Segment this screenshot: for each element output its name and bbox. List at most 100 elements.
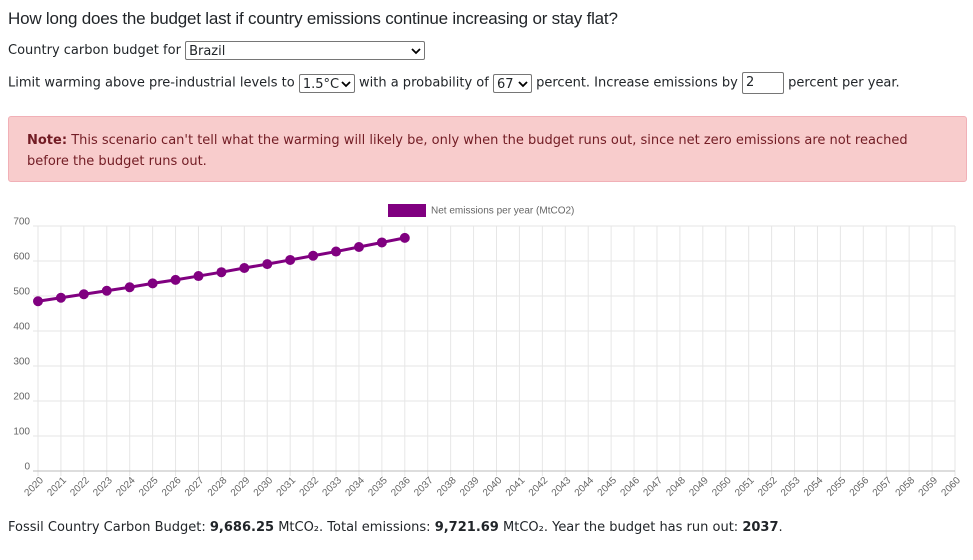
- x-tick-label: 2042: [527, 475, 551, 499]
- note-label: Note:: [27, 133, 68, 148]
- label: .: [778, 520, 783, 535]
- value: 2: [745, 75, 755, 90]
- point: [331, 246, 342, 257]
- x-tick-label: 2028: [206, 475, 230, 499]
- chevron: [341, 80, 351, 87]
- point: [170, 274, 181, 285]
- y-tick-label: 400: [13, 322, 30, 333]
- point: [376, 237, 387, 248]
- x-tick-label: 2055: [825, 475, 849, 499]
- y-tick-label: 300: [13, 357, 30, 368]
- label: Country carbon budget for: [8, 43, 181, 58]
- probability-select[interactable]: 67: [492, 73, 532, 93]
- x-tick-label: 2051: [733, 475, 757, 499]
- point: [124, 282, 135, 293]
- point: [262, 259, 273, 270]
- x-tick-label: 2056: [848, 475, 872, 499]
- x-tick-label: 2048: [664, 475, 688, 499]
- x-tick-label: 2044: [573, 475, 597, 499]
- x-tick-label: 2058: [894, 475, 918, 499]
- x-tick-label: 2047: [641, 475, 665, 499]
- title: How long does the budget last if country…: [8, 9, 618, 28]
- x-tick-label: 2038: [435, 475, 459, 499]
- point: [285, 254, 296, 265]
- x-tick-label: 2050: [710, 475, 734, 499]
- y-tick-label: 600: [13, 252, 30, 263]
- y-tick-label: 500: [13, 287, 30, 298]
- x-tick-label: 2027: [183, 475, 207, 499]
- x-tick-label: 2024: [114, 475, 138, 499]
- summary: Fossil Country Carbon Budget: 9,686.25 M…: [8, 520, 783, 535]
- x-tick-label: 2043: [550, 475, 574, 499]
- x-tick-label: 2034: [343, 475, 367, 499]
- point: [193, 271, 204, 282]
- warming-row: Limit warming above pre-industrial level…: [8, 72, 900, 94]
- point: [353, 242, 364, 252]
- value: 1.5°C: [302, 76, 340, 92]
- x-tick-label: 2060: [939, 475, 963, 499]
- x-tick-label: 2049: [687, 475, 711, 499]
- label: percent. Increase emissions by: [536, 75, 738, 91]
- x-tick-label: 2032: [298, 475, 322, 499]
- x-tick-label: 2021: [45, 475, 69, 499]
- legend-swatch: [388, 204, 426, 217]
- x-tick-label: 2053: [779, 475, 803, 499]
- label: MtCO₂. Total emissions:: [278, 520, 431, 535]
- budget: 9,686.25: [209, 520, 275, 535]
- x-tick-label: 2023: [91, 475, 115, 499]
- label: Limit warming above pre-industrial level…: [8, 75, 295, 91]
- legend-label: Net emissions per year (MtCO2): [431, 206, 574, 217]
- note: Note: This scenario can't tell what the …: [8, 116, 967, 182]
- y-tick-label: 0: [24, 462, 30, 473]
- x-tick-label: 2026: [160, 475, 184, 499]
- country-row: Country carbon budget for Brazil: [8, 41, 426, 60]
- x-tick-label: 2040: [481, 475, 505, 499]
- point: [78, 289, 89, 300]
- x-tick-label: 2033: [321, 475, 345, 499]
- x-tick-label: 2046: [619, 475, 643, 499]
- point: [33, 296, 43, 307]
- x-tick-label: 2020: [22, 475, 46, 499]
- x-tick-label: 2037: [412, 475, 436, 499]
- x-tick-label: 2030: [252, 475, 276, 499]
- value: 67: [496, 76, 514, 92]
- x-tick-label: 2057: [871, 475, 895, 499]
- x-tick-label: 2029: [229, 475, 253, 499]
- x-tick-label: 2039: [458, 475, 482, 499]
- value: Brazil: [189, 44, 226, 59]
- label: with a probability of: [359, 75, 489, 91]
- increase-input[interactable]: 2: [741, 72, 784, 94]
- label: percent per year.: [788, 75, 900, 91]
- x-tick-label: 2025: [137, 475, 161, 499]
- label: Fossil Country Carbon Budget:: [8, 520, 206, 535]
- x-tick-label: 2035: [366, 475, 390, 499]
- x-tick-label: 2031: [275, 475, 299, 499]
- x-tick-label: 2052: [756, 475, 780, 499]
- country-select[interactable]: Brazil: [185, 41, 426, 60]
- note-text: This scenario can't tell what the warmin…: [27, 133, 908, 169]
- point: [308, 250, 319, 261]
- y-tick-label: 700: [13, 217, 30, 228]
- year: 2037: [742, 520, 779, 535]
- chevron: [411, 48, 421, 55]
- chevron: [518, 80, 528, 87]
- point: [147, 278, 158, 289]
- warming-select[interactable]: 1.5°C: [298, 73, 355, 93]
- x-tick-label: 2045: [596, 475, 620, 499]
- point: [216, 267, 227, 278]
- x-tick-label: 2022: [68, 475, 92, 499]
- x-tick-label: 2059: [917, 475, 941, 499]
- point: [399, 232, 410, 243]
- point: [239, 263, 250, 273]
- x-tick-label: 2054: [802, 475, 826, 499]
- y-tick-label: 100: [13, 427, 30, 438]
- label: MtCO₂. Year the budget has run out:: [503, 520, 739, 535]
- x-tick-label: 2041: [504, 475, 528, 499]
- y-tick-label: 200: [13, 392, 30, 403]
- point: [55, 292, 66, 303]
- point: [101, 285, 112, 296]
- total: 9,721.69: [434, 520, 499, 535]
- x-tick-label: 2036: [389, 475, 413, 499]
